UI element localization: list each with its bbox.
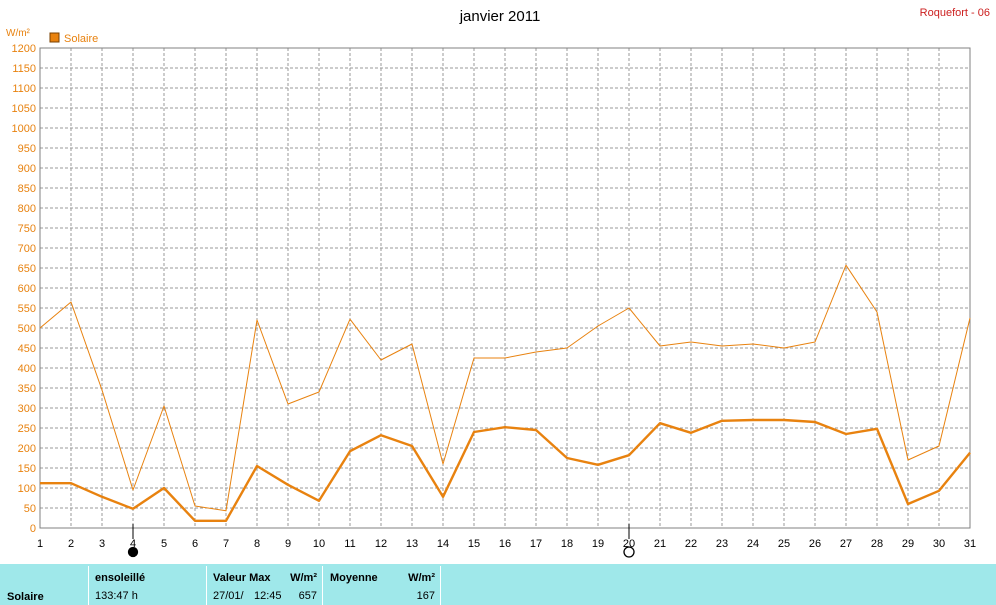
max-date: 27/01/ [213, 590, 244, 602]
x-tick-label: 16 [499, 538, 511, 550]
x-tick-label: 13 [406, 538, 418, 550]
y-tick-label: 700 [18, 243, 36, 255]
x-tick-label: 1 [37, 538, 43, 550]
y-tick-label: 100 [18, 483, 36, 495]
stats-footer: Solaire ensoleillé 133:47 h Valeur Max W… [0, 564, 996, 605]
y-tick-label: 1050 [12, 103, 36, 115]
y-tick-label: 750 [18, 223, 36, 235]
y-tick-label: 400 [18, 363, 36, 375]
x-tick-label: 25 [778, 538, 790, 550]
max-time: 12:45 [254, 590, 282, 602]
y-tick-label: 1000 [12, 123, 36, 135]
y-tick-label: 550 [18, 303, 36, 315]
x-tick-label: 30 [933, 538, 945, 550]
plot-area [39, 47, 971, 529]
avg-label: Moyenne [330, 572, 378, 584]
footer-series-name: Solaire [7, 591, 44, 603]
avg-value: 167 [416, 590, 435, 602]
x-tick-label: 28 [871, 538, 883, 550]
x-axis: 1 2 3 4 5 6 7 8 9 10 11 12 13 14 15 16 17 18 19 20 21 22 23 24 2… [37, 538, 976, 550]
series-line [39, 264, 971, 512]
chart: janvier 2011 Roquefort - 06 Solaire W/m²… [6, 7, 990, 558]
x-tick-label: 27 [840, 538, 852, 550]
x-tick-label: 7 [223, 538, 229, 550]
y-tick-label: 500 [18, 323, 36, 335]
y-tick-label: 600 [18, 283, 36, 295]
y-tick-label: 1100 [12, 83, 36, 95]
x-tick-label: 29 [902, 538, 914, 550]
x-tick-label: 19 [592, 538, 604, 550]
x-tick-label: 4 [130, 538, 136, 550]
y-tick-label: 800 [18, 203, 36, 215]
y-tick-label: 850 [18, 183, 36, 195]
y-tick-label: 1200 [12, 43, 36, 55]
footer-max-cell: Valeur Max W/m² 27/01/ 12:45 657 [206, 566, 323, 605]
full-moon-icon [623, 546, 635, 558]
series-line [40, 418, 971, 522]
x-tick-label: 9 [285, 538, 291, 550]
y-tick-label: 350 [18, 383, 36, 395]
y-tick-label: 0 [30, 523, 36, 535]
x-tick-label: 10 [313, 538, 325, 550]
y-tick-label: 1150 [12, 63, 36, 75]
x-tick-label: 31 [964, 538, 976, 550]
x-tick-label: 5 [161, 538, 167, 550]
y-axis: 0 50 100 150 200 250 300 350 400 450 500 550 600 650 7… [12, 43, 36, 535]
x-tick-label: 8 [254, 538, 260, 550]
moon-phases [127, 524, 635, 558]
x-tick-label: 22 [685, 538, 697, 550]
x-tick-label: 6 [192, 538, 198, 550]
x-tick-label: 14 [437, 538, 449, 550]
footer-sunshine-cell: ensoleillé 133:47 h [88, 566, 207, 605]
x-tick-label: 11 [344, 538, 355, 550]
station-label: Roquefort - 06 [920, 7, 990, 19]
chart-title: janvier 2011 [459, 8, 541, 25]
y-tick-label: 50 [24, 503, 36, 515]
y-axis-unit: W/m² [6, 28, 31, 39]
x-tick-label: 23 [716, 538, 728, 550]
max-label: Valeur Max [213, 572, 271, 584]
y-tick-label: 250 [18, 423, 36, 435]
sunshine-label: ensoleillé [95, 572, 146, 584]
x-tick-label: 15 [468, 538, 480, 550]
footer-avg-cell: Moyenne W/m² 167 [322, 566, 441, 605]
series-layer [39, 264, 971, 522]
x-tick-label: 18 [561, 538, 573, 550]
max-unit: W/m² [290, 572, 317, 584]
y-tick-label: 200 [18, 443, 36, 455]
new-moon-icon [127, 546, 139, 558]
legend-label: Solaire [64, 33, 98, 45]
y-tick-label: 950 [18, 143, 36, 155]
avg-unit: W/m² [408, 572, 435, 584]
sunshine-value: 133:47 h [95, 590, 138, 602]
x-tick-label: 20 [623, 538, 635, 550]
x-tick-label: 24 [747, 538, 759, 550]
footer-series-cell: Solaire [0, 566, 88, 605]
x-tick-label: 17 [530, 538, 542, 550]
legend-swatch [49, 32, 60, 43]
x-tick-label: 12 [375, 538, 387, 550]
max-value: 657 [298, 590, 317, 602]
footer-empty-cell [440, 566, 996, 605]
x-tick-label: 21 [654, 538, 666, 550]
x-tick-label: 26 [809, 538, 821, 550]
y-tick-label: 650 [18, 263, 36, 275]
y-tick-label: 300 [18, 403, 36, 415]
y-tick-label: 450 [18, 343, 36, 355]
y-tick-label: 900 [18, 163, 36, 175]
x-tick-label: 3 [99, 538, 105, 550]
y-tick-label: 150 [18, 463, 36, 475]
grid [40, 48, 970, 528]
x-tick-label: 2 [68, 538, 74, 550]
